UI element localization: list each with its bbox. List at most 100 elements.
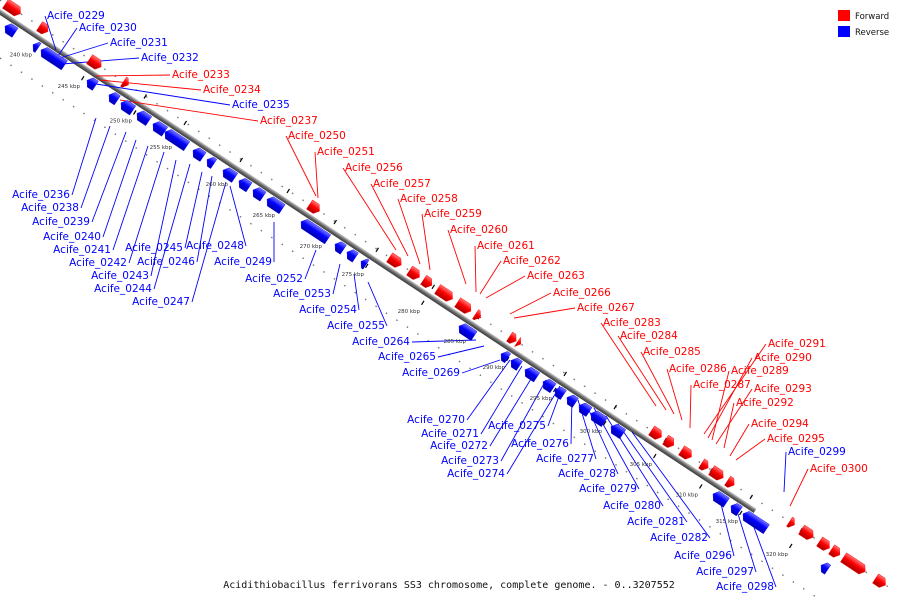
forward-gene-feature (2, 0, 21, 17)
gene-label-acife-0248[interactable]: Acife_0248 (186, 240, 244, 252)
gene-label-acife-0254[interactable]: Acife_0254 (299, 304, 357, 316)
gene-label-acife-0238[interactable]: Acife_0238 (21, 202, 79, 214)
gene-label-acife-0269[interactable]: Acife_0269 (402, 367, 460, 379)
gene-label-acife-0300[interactable]: Acife_0300 (810, 463, 868, 475)
gene-arrow-body (238, 178, 253, 193)
gene-label-acife-0290[interactable]: Acife_0290 (754, 352, 812, 364)
gene-label-acife-0257[interactable]: Acife_0257 (373, 178, 431, 190)
gene-label-acife-0259[interactable]: Acife_0259 (424, 208, 482, 220)
gene-label-acife-0287[interactable]: Acife_0287 (693, 379, 751, 391)
leader-acife-0296 (719, 499, 735, 557)
gene-label-acife-0260[interactable]: Acife_0260 (450, 224, 508, 236)
gene-label-acife-0274[interactable]: Acife_0274 (447, 468, 505, 480)
reverse-gene-feature (120, 100, 137, 116)
gene-label-acife-0276[interactable]: Acife_0276 (511, 438, 569, 450)
gene-label-acife-0243[interactable]: Acife_0243 (91, 270, 149, 282)
gene-label-acife-0275[interactable]: Acife_0275 (488, 420, 546, 432)
gene-label-acife-0235[interactable]: Acife_0235 (232, 99, 290, 111)
gene-arrow-body (678, 445, 692, 460)
gene-label-acife-0282[interactable]: Acife_0282 (650, 532, 708, 544)
forward-gene-feature (786, 516, 795, 528)
gene-label-acife-0265[interactable]: Acife_0265 (378, 351, 436, 363)
gene-label-acife-0258[interactable]: Acife_0258 (400, 193, 458, 205)
gene-label-acife-0273[interactable]: Acife_0273 (441, 455, 499, 467)
gene-label-acife-0295[interactable]: Acife_0295 (767, 433, 825, 445)
scale-tick-lower (80, 75, 85, 81)
gene-label-acife-0289[interactable]: Acife_0289 (731, 365, 789, 377)
gene-label-acife-0234[interactable]: Acife_0234 (203, 84, 261, 96)
gene-label-acife-0261[interactable]: Acife_0261 (477, 240, 535, 252)
gene-label-acife-0298[interactable]: Acife_0298 (716, 581, 774, 593)
gene-label-acife-0239[interactable]: Acife_0239 (32, 216, 90, 228)
gene-label-acife-0237[interactable]: Acife_0237 (260, 115, 318, 127)
leader-acife-0293 (715, 388, 753, 445)
leader-acife-0267 (513, 307, 576, 319)
gene-label-acife-0285[interactable]: Acife_0285 (643, 346, 701, 358)
gene-label-acife-0262[interactable]: Acife_0262 (503, 255, 561, 267)
gene-label-acife-0266[interactable]: Acife_0266 (553, 287, 611, 299)
gene-label-acife-0284[interactable]: Acife_0284 (620, 330, 678, 342)
leader-acife-0233 (95, 74, 171, 77)
gene-label-acife-0240[interactable]: Acife_0240 (43, 231, 101, 243)
gene-label-acife-0293[interactable]: Acife_0293 (754, 383, 812, 395)
gene-label-acife-0246[interactable]: Acife_0246 (137, 256, 195, 268)
gene-label-acife-0256[interactable]: Acife_0256 (345, 162, 403, 174)
gene-label-acife-0297[interactable]: Acife_0297 (696, 566, 754, 578)
gene-label-acife-0245[interactable]: Acife_0245 (125, 242, 183, 254)
scale-tick-upper (613, 404, 618, 410)
gene-label-acife-0236[interactable]: Acife_0236 (12, 189, 70, 201)
gene-label-acife-0230[interactable]: Acife_0230 (79, 22, 137, 34)
gene-arrow-body (566, 394, 579, 408)
gene-label-acife-0232[interactable]: Acife_0232 (141, 52, 199, 64)
gene-label-acife-0277[interactable]: Acife_0277 (536, 453, 594, 465)
gene-arrow-body (542, 378, 557, 394)
gene-arrow-body (828, 544, 841, 558)
reverse-gene-feature (542, 378, 557, 394)
gene-label-acife-0264[interactable]: Acife_0264 (352, 336, 410, 348)
leader-acife-0234 (99, 79, 202, 91)
reverse-gene-feature (334, 241, 347, 255)
gene-label-acife-0233[interactable]: Acife_0233 (172, 69, 230, 81)
gene-label-acife-0241[interactable]: Acife_0241 (53, 244, 111, 256)
gene-label-acife-0296[interactable]: Acife_0296 (674, 550, 732, 562)
gene-arrow-body (306, 199, 320, 214)
gene-label-acife-0272[interactable]: Acife_0272 (430, 440, 488, 452)
gene-arrow-body (360, 258, 370, 270)
gene-label-acife-0279[interactable]: Acife_0279 (579, 483, 637, 495)
leader-acife-0243 (150, 159, 177, 277)
gene-arrow-body (406, 265, 420, 280)
gene-label-acife-0247[interactable]: Acife_0247 (132, 296, 190, 308)
leader-acife-0242 (128, 151, 165, 264)
leader-acife-0273 (500, 379, 547, 462)
gene-label-acife-0299[interactable]: Acife_0299 (788, 446, 846, 458)
gene-label-acife-0253[interactable]: Acife_0253 (273, 288, 331, 300)
gene-label-acife-0286[interactable]: Acife_0286 (669, 363, 727, 375)
gene-label-acife-0252[interactable]: Acife_0252 (245, 273, 303, 285)
gene-label-acife-0249[interactable]: Acife_0249 (214, 256, 272, 268)
gene-label-acife-0242[interactable]: Acife_0242 (69, 257, 127, 269)
gene-label-acife-0250[interactable]: Acife_0250 (288, 130, 346, 142)
forward-gene-feature (724, 475, 735, 488)
reverse-gene-feature (108, 92, 121, 106)
scale-tick-label: 300 kbp (580, 429, 603, 435)
gene-label-acife-0294[interactable]: Acife_0294 (751, 418, 809, 430)
gene-label-acife-0263[interactable]: Acife_0263 (527, 270, 585, 282)
gene-label-acife-0270[interactable]: Acife_0270 (407, 414, 465, 426)
gene-arrow-body (334, 241, 347, 255)
scale-tick-label: 290 kbp (483, 365, 506, 371)
scale-tick-label: 315 kbp (716, 519, 739, 525)
gene-label-acife-0251[interactable]: Acife_0251 (317, 146, 375, 158)
gene-label-acife-0229[interactable]: Acife_0229 (47, 10, 105, 22)
gene-label-acife-0291[interactable]: Acife_0291 (768, 338, 826, 350)
gene-label-acife-0231[interactable]: Acife_0231 (110, 37, 168, 49)
gene-label-acife-0278[interactable]: Acife_0278 (558, 468, 616, 480)
gene-label-acife-0271[interactable]: Acife_0271 (421, 428, 479, 440)
gene-label-acife-0281[interactable]: Acife_0281 (627, 516, 685, 528)
gene-label-acife-0280[interactable]: Acife_0280 (603, 500, 661, 512)
gene-label-acife-0267[interactable]: Acife_0267 (577, 302, 635, 314)
gene-label-acife-0244[interactable]: Acife_0244 (94, 283, 152, 295)
scale-tick-label: 250 kbp (110, 118, 133, 124)
gene-label-acife-0283[interactable]: Acife_0283 (603, 317, 661, 329)
gene-label-acife-0292[interactable]: Acife_0292 (736, 397, 794, 409)
gene-label-acife-0255[interactable]: Acife_0255 (327, 320, 385, 332)
